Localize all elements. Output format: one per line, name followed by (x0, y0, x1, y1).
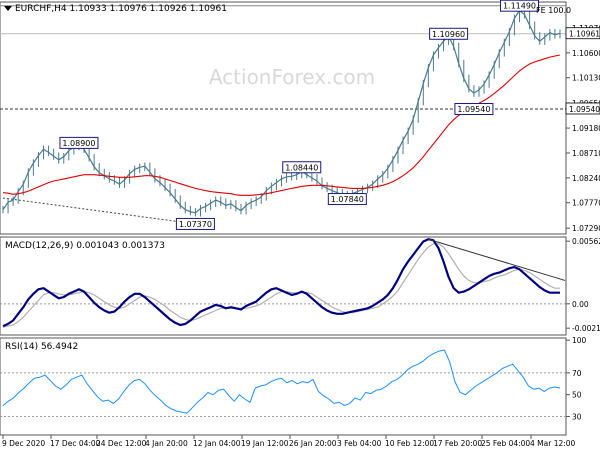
price-annotation: 1.08900 (59, 136, 99, 149)
annotation-label: 1.08440 (285, 163, 318, 172)
annotation-box (59, 136, 99, 149)
x-tick-label: 19 Jan 12:00 (241, 439, 289, 448)
price-annotation: 1.07370 (175, 217, 215, 230)
y-tick-label: 30 (572, 412, 582, 421)
x-tick-label: 26 Jan 20:00 (289, 439, 337, 448)
y-tick-label: 50 (572, 391, 582, 400)
price-annotation: 1.08440 (282, 161, 322, 174)
y-tick-label: 1.08240 (572, 174, 600, 183)
annotation-box (499, 0, 539, 12)
annotation-box (454, 102, 494, 115)
x-tick-label: 24 Dec 12:00 (96, 439, 147, 448)
price-annotation: 1.11490 (499, 0, 539, 12)
y-tick-label: 1.07290 (572, 224, 600, 233)
y-tick-label: 0.00 (572, 300, 589, 309)
x-tick-label: 4 Mar 12:00 (530, 439, 576, 448)
watermark: ActionForex.com (209, 65, 375, 89)
macd-panel: 0.005625 0.00 -0.002185 MACD(12,26,9) 0.00… (0, 236, 600, 336)
macd-line (2, 238, 560, 328)
annotation-box (175, 217, 215, 230)
collapse-triangle-icon[interactable] (4, 6, 12, 11)
x-tick-label: 4 Jan 20:00 (145, 439, 188, 448)
y-tick-label: 100 (572, 336, 587, 345)
y-tick-label: 0.005625 (572, 237, 600, 246)
annotation-label: 1.08900 (62, 139, 95, 148)
y-tick-label: -0.002185 (572, 324, 600, 333)
last-price-box (565, 27, 600, 40)
price-annotation: 1.10960 (429, 27, 469, 40)
y-tick-label: 1.10600 (572, 49, 600, 58)
x-tick-label: 12 Jan 04:00 (193, 439, 241, 448)
annotation-box (282, 161, 322, 174)
macd-frame (0, 236, 567, 336)
x-tick-label: 3 Feb 04:00 (337, 439, 382, 448)
rsi-header: RSI(14) 56.4942 (5, 342, 78, 352)
annotation-label: 1.10960 (432, 30, 465, 39)
price-panel: ActionForex.com 1.110701.106001.101301.0… (0, 0, 600, 235)
x-tick-label: 25 Feb 04:00 (481, 439, 530, 448)
x-tick-label: 17 Feb 20:00 (433, 439, 482, 448)
macd-header: MACD(12,26,9) 0.001043 0.001373 (5, 241, 165, 251)
price-annotation: 1.09540 (454, 102, 494, 115)
rsi-line (2, 349, 561, 414)
level-price-label: 1.09540 (569, 105, 600, 114)
y-tick-label: 1.09180 (572, 124, 600, 133)
price-line (2, 9, 561, 214)
x-tick-label: 9 Dec 2020 (2, 439, 45, 448)
annotation-label: 1.07370 (179, 220, 212, 229)
annotation-box (429, 27, 469, 40)
level-price-box (565, 102, 600, 115)
y-tick-label: 1.10130 (572, 74, 600, 83)
y-tick-label: 70 (572, 369, 582, 378)
trend-line (2, 197, 196, 225)
annotation-label: 1.07840 (331, 195, 364, 204)
price-frame (0, 1, 567, 235)
y-tick-label: 1.08710 (572, 149, 600, 158)
annotation-box (327, 193, 367, 206)
fe-label: FE 100.0 (536, 6, 571, 15)
x-tick-label: 17 Dec 04:00 (50, 439, 101, 448)
rsi-panel: 100 70 50 30 RSI(14) 56.4942 (0, 336, 587, 436)
x-tick-label: 10 Feb 12:00 (385, 439, 434, 448)
macd-trend-line (428, 238, 566, 281)
price-annotation: 1.07840 (327, 193, 367, 206)
last-price-label: 1.10961 (569, 30, 600, 39)
annotation-label: 1.09540 (457, 105, 490, 114)
rsi-frame (0, 337, 567, 436)
price-header: EURCHF,H4 1.10933 1.10976 1.10926 1.1096… (15, 4, 227, 14)
y-tick-label: 1.07770 (572, 199, 600, 208)
annotation-label: 1.11490 (503, 2, 536, 11)
